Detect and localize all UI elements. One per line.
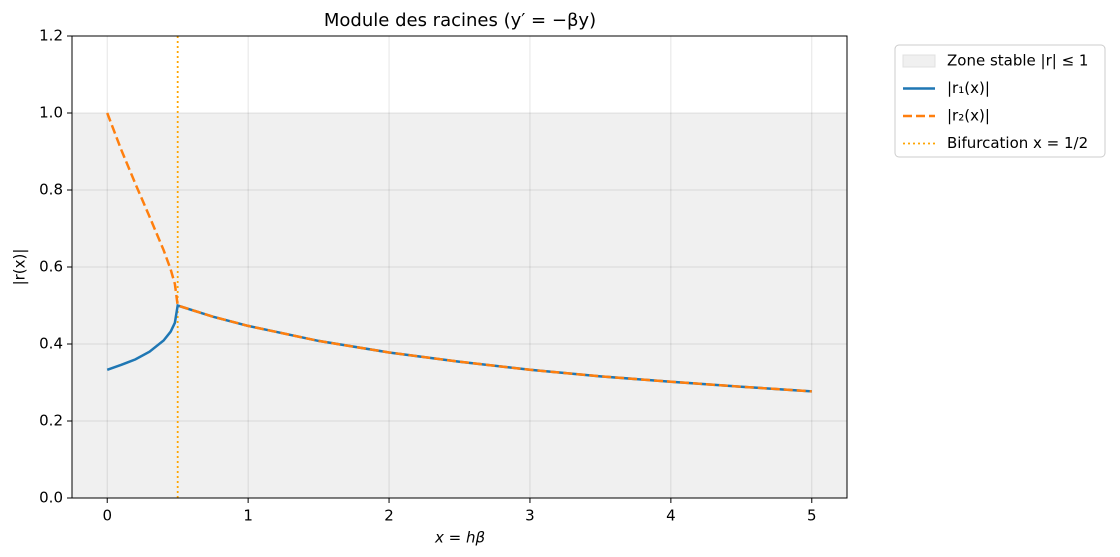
y-tick-label: 0.6 [39, 258, 63, 276]
y-tick-label: 0.4 [39, 335, 63, 353]
y-tick-label: 0.8 [39, 181, 63, 199]
x-tick-label: 3 [525, 507, 535, 525]
x-tick-label: 4 [666, 507, 676, 525]
legend-label: Zone stable |r| ≤ 1 [947, 52, 1088, 70]
series-line [106, 112, 812, 393]
y-tick-label: 0.2 [39, 412, 63, 430]
x-tick-label: 0 [102, 507, 112, 525]
x-tick-label: 1 [243, 507, 253, 525]
legend-box [894, 44, 1106, 158]
y-tick-label: 1.0 [39, 104, 63, 122]
plot-frame [71, 35, 848, 499]
legend-label: |r₁(x)| [947, 79, 990, 97]
y-tick-label: 1.2 [39, 27, 63, 45]
x-tick-label: 5 [807, 507, 817, 525]
legend-swatch [902, 54, 936, 68]
legend-label: Bifurcation x = 1/2 [947, 134, 1088, 152]
chart-title: Module des racines (y′ = −βy) [324, 10, 596, 31]
x-axis-label: x = hβ [434, 529, 485, 547]
y-axis-label: |r(x)| [11, 249, 29, 286]
x-tick-label: 2 [384, 507, 394, 525]
stable-zone [72, 113, 847, 498]
legend-label: |r₂(x)| [947, 107, 990, 125]
y-tick-label: 0.0 [39, 489, 63, 507]
